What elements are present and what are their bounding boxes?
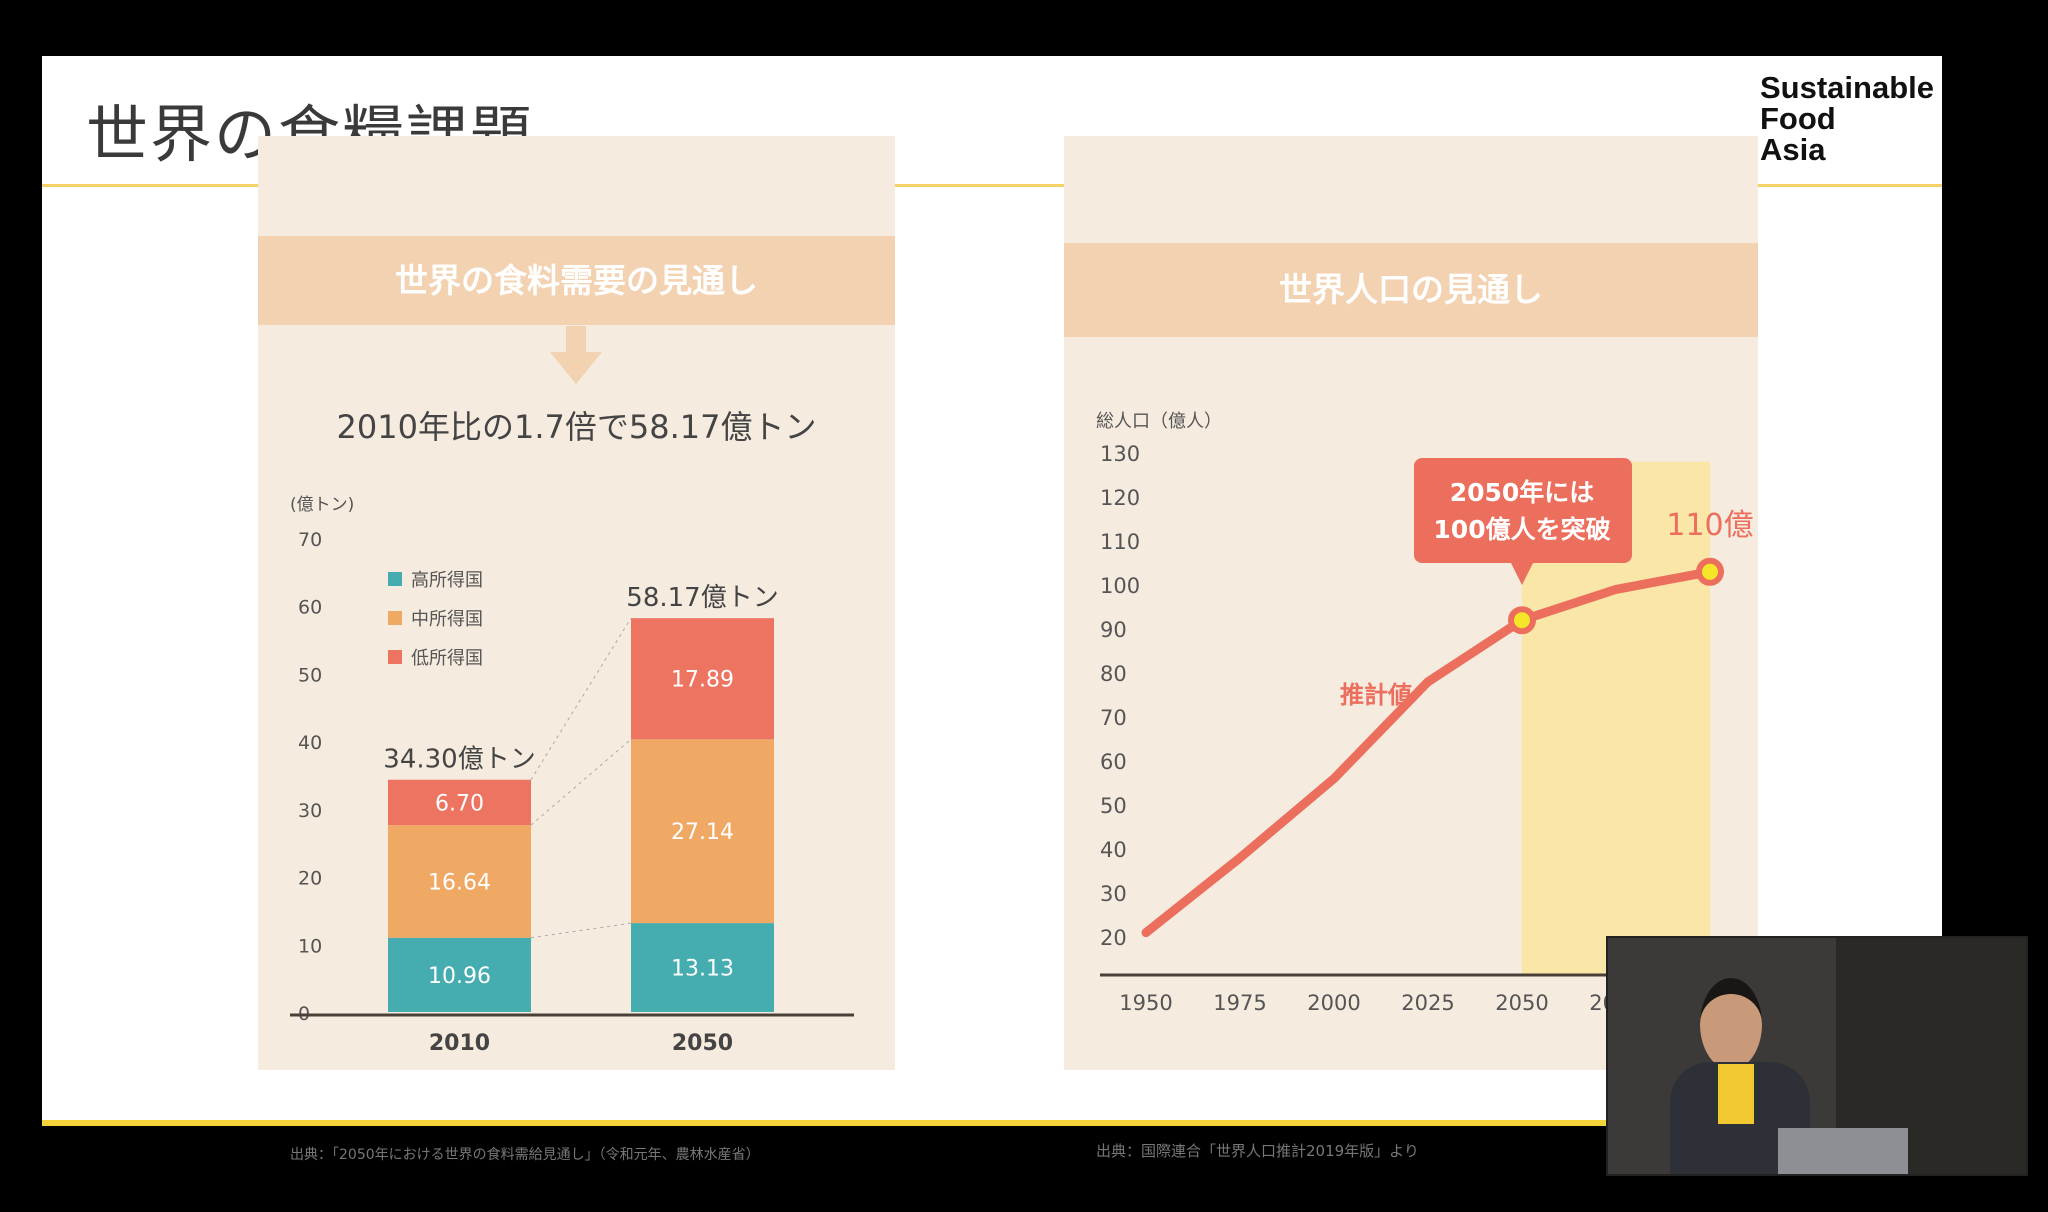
legend-swatch bbox=[388, 650, 402, 664]
food-demand-summary: 2010年比の1.7倍で58.17億トン bbox=[336, 408, 817, 446]
food-demand-panel: 世界の食料需要の見通し 2010年比の1.7倍で58.17億トン 出典：「205… bbox=[258, 136, 895, 1163]
y-tick-label: 30 bbox=[1100, 882, 1127, 906]
y-tick-label: 70 bbox=[298, 529, 322, 551]
population-line bbox=[1141, 567, 1715, 938]
connector-line bbox=[530, 922, 632, 939]
speaker-shirt bbox=[1718, 1064, 1754, 1124]
logo-line: Asia bbox=[1760, 132, 1826, 167]
bar-segment bbox=[388, 937, 531, 1012]
bar-total-label: 34.30億トン bbox=[383, 745, 535, 775]
legend-swatch bbox=[388, 572, 402, 586]
legend-label: 低所得国 bbox=[411, 648, 483, 669]
x-tick-label: 2010 bbox=[429, 1031, 490, 1056]
x-tick-label: 1975 bbox=[1213, 991, 1266, 1015]
laptop bbox=[1778, 1128, 1908, 1174]
speaker-webcam-video bbox=[1606, 936, 2028, 1176]
data-point-marker bbox=[1696, 557, 1724, 586]
x-tick-label: 2050 bbox=[672, 1031, 733, 1056]
population-line-chart: 総人口（億人） 20 30 40 50 60 70 80 90 100 110 120 130 1950 1… bbox=[1096, 411, 1758, 1015]
logo-line: Sustainable bbox=[1760, 70, 1934, 105]
food-demand-source: 出典：「2050年における世界の食料需給見通し」（令和元年、農林水産省） bbox=[290, 1147, 760, 1163]
logo-line: Food bbox=[1760, 101, 1836, 136]
connector-line bbox=[530, 738, 632, 826]
curve-label: 推計値 bbox=[1340, 681, 1412, 709]
data-point-marker bbox=[1508, 606, 1536, 635]
y-tick-label: 60 bbox=[1100, 750, 1127, 774]
bar-segment bbox=[631, 739, 774, 924]
legend-label: 高所得国 bbox=[411, 570, 483, 591]
bar-total-label: 58.17億トン bbox=[626, 583, 778, 613]
bar-value-label: 10.96 bbox=[428, 964, 491, 989]
x-tick-label: 2025 bbox=[1401, 991, 1454, 1015]
bar-value-label: 13.13 bbox=[671, 957, 734, 982]
x-tick-label: 2050 bbox=[1495, 991, 1548, 1015]
y-tick-label: 20 bbox=[1100, 926, 1127, 950]
bar-value-label: 6.70 bbox=[435, 791, 484, 816]
y-tick-label: 70 bbox=[1100, 706, 1127, 730]
population-source: 出典：国際連合「世界人口推計2019年版」より bbox=[1096, 1142, 1419, 1160]
callout-text: 100億人を突破 bbox=[1433, 515, 1610, 544]
y-axis-label: (億トン) bbox=[290, 495, 354, 515]
y-tick-label: 110 bbox=[1100, 530, 1140, 554]
bar-value-label: 16.64 bbox=[428, 870, 491, 895]
callout-pointer bbox=[1510, 561, 1534, 585]
header-divider bbox=[42, 184, 1942, 187]
connector-line bbox=[530, 617, 632, 781]
y-tick-label: 80 bbox=[1100, 662, 1127, 686]
footer-bar bbox=[42, 1120, 1942, 1126]
y-tick-label: 10 bbox=[298, 935, 322, 957]
y-tick-label: 30 bbox=[298, 800, 322, 822]
y-tick-label: 60 bbox=[298, 597, 322, 619]
y-tick-label: 100 bbox=[1100, 574, 1140, 598]
y-axis-label: 総人口（億人） bbox=[1096, 411, 1222, 432]
down-arrow-icon bbox=[550, 326, 602, 384]
y-tick-label: 20 bbox=[298, 868, 322, 890]
bar-segment bbox=[388, 825, 531, 938]
y-tick-label: 130 bbox=[1100, 442, 1140, 466]
food-demand-header: 世界の食料需要の見通し bbox=[258, 236, 895, 325]
callout-text: 2050年には bbox=[1450, 478, 1595, 507]
bar-segment bbox=[631, 923, 774, 1012]
y-tick-label: 90 bbox=[1100, 618, 1127, 642]
y-tick-label: 40 bbox=[298, 732, 322, 754]
y-tick-label: 50 bbox=[1100, 794, 1127, 818]
bar-value-label: 17.89 bbox=[671, 668, 734, 693]
callout-box bbox=[1414, 458, 1632, 563]
bar-value-label: 27.14 bbox=[671, 820, 734, 845]
x-tick-label: 1950 bbox=[1119, 991, 1172, 1015]
legend-swatch bbox=[388, 611, 402, 625]
bar-segment bbox=[388, 779, 531, 826]
y-tick-label: 50 bbox=[298, 664, 322, 686]
bar-segment bbox=[631, 618, 774, 740]
speaker-head bbox=[1700, 978, 1762, 1070]
x-tick-label: 2000 bbox=[1307, 991, 1360, 1015]
y-tick-label: 40 bbox=[1100, 838, 1127, 862]
end-value-label: 110億 bbox=[1666, 508, 1753, 543]
sustainable-food-asia-logo: Sustainable Food Asia bbox=[1760, 72, 1934, 165]
population-header: 世界人口の見通し bbox=[1064, 243, 1758, 337]
legend-label: 中所得国 bbox=[411, 609, 483, 630]
y-tick-label: 120 bbox=[1100, 486, 1140, 510]
food-demand-bar-chart: (億トン)01020304050607010.9616.646.7034.30億… bbox=[290, 495, 854, 1056]
